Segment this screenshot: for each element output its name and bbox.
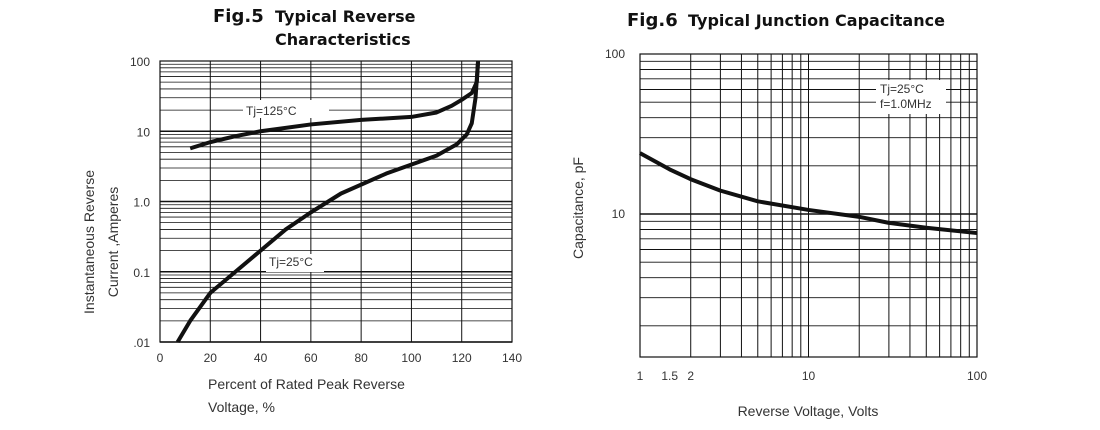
chart-title: Characteristics <box>275 30 411 49</box>
chart-title-prefix: Fig.6 <box>627 10 678 31</box>
x-tick-label: 20 <box>204 351 218 365</box>
annotation-text: Tj=25°C <box>880 82 924 96</box>
y-tick-label: 100 <box>605 47 625 61</box>
chart-title: Typical Junction Capacitance <box>688 11 945 30</box>
x-tick-label: 80 <box>354 351 368 365</box>
x-tick-label: 120 <box>452 351 472 365</box>
y-tick-label: 10 <box>137 125 151 139</box>
x-tick-label: 140 <box>502 351 522 365</box>
y-axis-label: Current ,Amperes <box>105 187 121 297</box>
x-axis-label: Reverse Voltage, Volts <box>738 403 879 419</box>
y-tick-label: 0.1 <box>133 266 150 280</box>
x-axis-label: Voltage, % <box>208 399 275 415</box>
series-line-1 <box>175 60 481 344</box>
annotation-text: f=1.0MHz <box>880 97 932 111</box>
x-tick-label: 1.5 <box>661 369 678 383</box>
series-line-0 <box>189 60 481 151</box>
series-line <box>639 151 978 236</box>
y-tick-label: 1.0 <box>133 196 150 210</box>
series-label: Tj=125°C <box>246 104 297 118</box>
y-axis-label: Instantaneous Reverse <box>81 170 97 314</box>
series-label: Tj=25°C <box>269 255 313 269</box>
y-tick-label: 10 <box>612 207 626 221</box>
x-tick-label: 100 <box>401 351 421 365</box>
x-tick-label: 10 <box>802 369 816 383</box>
label-bg <box>266 254 324 272</box>
y-tick-label: .01 <box>133 336 150 350</box>
x-tick-label: 40 <box>254 351 268 365</box>
annotation-bg <box>876 80 946 114</box>
x-tick-label: 60 <box>304 351 318 365</box>
x-tick-label: 0 <box>157 351 164 365</box>
plot-frame <box>639 53 978 358</box>
y-axis-label: Capacitance, pF <box>570 157 586 259</box>
plot-frame <box>159 60 513 343</box>
label-bg <box>243 100 329 118</box>
x-axis-label: Percent of Rated Peak Reverse <box>208 376 405 392</box>
x-tick-label: 1 <box>637 369 644 383</box>
x-tick-label: 100 <box>967 369 987 383</box>
chart-title: Typical Reverse <box>275 7 416 26</box>
y-tick-label: 100 <box>130 55 150 69</box>
x-tick-label: 2 <box>687 369 694 383</box>
chart-title-prefix: Fig.5 <box>213 6 264 27</box>
